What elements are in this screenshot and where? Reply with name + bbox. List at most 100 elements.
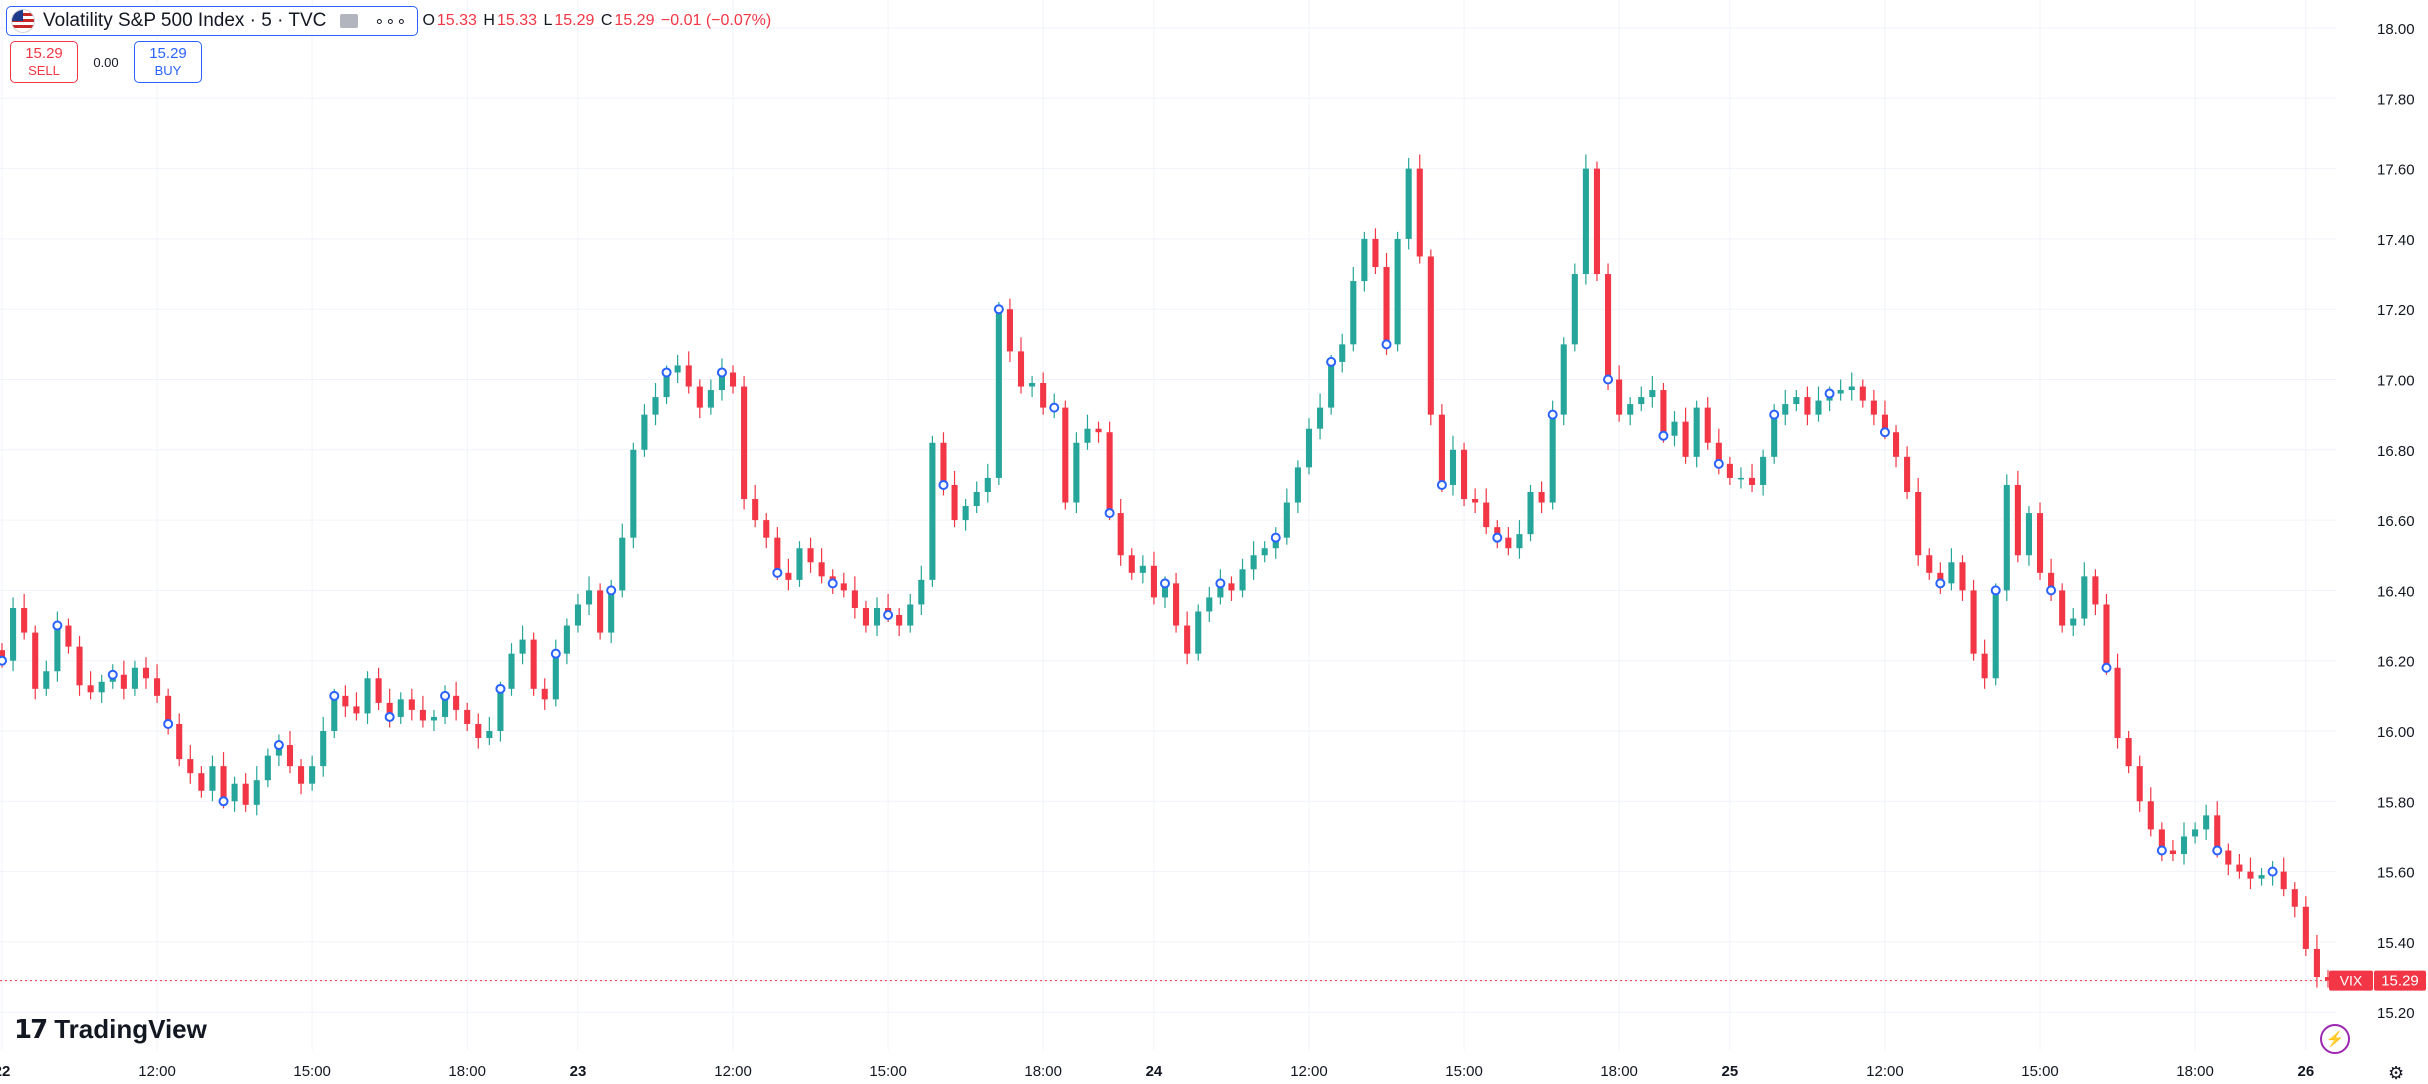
candle-body — [1959, 562, 1966, 591]
candle-body — [1693, 407, 1700, 457]
more-icon[interactable]: ∘∘∘ — [374, 13, 408, 30]
candle-body — [1926, 555, 1933, 573]
gear-icon[interactable]: ⚙ — [2388, 1063, 2405, 1083]
event-marker[interactable] — [2267, 866, 2278, 877]
candle-body — [2280, 871, 2287, 890]
event-marker[interactable] — [883, 610, 894, 621]
candle-body — [10, 607, 17, 661]
event-marker[interactable] — [1990, 585, 2001, 596]
buy-button[interactable]: 15.29 BUY — [134, 41, 202, 83]
event-marker[interactable] — [1270, 532, 1281, 543]
candle-body — [707, 390, 714, 408]
event-marker[interactable] — [1935, 578, 1946, 589]
event-marker[interactable] — [1713, 458, 1724, 469]
event-marker[interactable] — [1436, 479, 1447, 490]
event-marker[interactable] — [52, 620, 63, 631]
event-marker[interactable] — [1769, 409, 1780, 420]
candle-body — [54, 625, 61, 672]
candle-body — [264, 755, 271, 781]
candle-body — [785, 572, 792, 580]
event-marker[interactable] — [1824, 388, 1835, 399]
candle-body — [2258, 875, 2265, 879]
event-marker[interactable] — [1603, 374, 1614, 385]
event-marker[interactable] — [1547, 409, 1558, 420]
candle-body — [1150, 565, 1157, 598]
event-marker[interactable] — [1326, 356, 1337, 367]
candle-body — [2114, 667, 2121, 739]
candle-body — [220, 766, 227, 802]
tradingview-logo[interactable]: 17 TradingView — [14, 1014, 207, 1045]
candle-body — [2125, 738, 2132, 767]
event-marker[interactable] — [827, 578, 838, 589]
event-marker[interactable] — [2156, 845, 2167, 856]
event-marker[interactable] — [606, 585, 617, 596]
candle-body — [1438, 414, 1445, 485]
candle-body — [1948, 562, 1955, 584]
candle-body — [2192, 829, 2199, 837]
candle-body — [508, 653, 515, 689]
candle-body — [1073, 442, 1080, 503]
candle-body — [1128, 555, 1135, 573]
candle-body — [641, 414, 648, 450]
event-marker[interactable] — [107, 669, 118, 680]
x-tick-label: 15:00 — [869, 1063, 907, 1080]
event-marker[interactable] — [218, 796, 229, 807]
candle-body — [242, 783, 249, 805]
price-axis[interactable]: 18.00 17.80 17.60 17.40 17.20 17.00 16.80 16.60… — [2377, 21, 2415, 1022]
candle-body — [1106, 432, 1113, 514]
candle-body — [2070, 618, 2077, 626]
logo-text: TradingView — [54, 1014, 207, 1044]
event-marker[interactable] — [1049, 402, 1060, 413]
event-marker[interactable] — [716, 367, 727, 378]
candle-body — [1771, 414, 1778, 457]
x-tick-label: 18:00 — [1024, 1063, 1062, 1080]
event-marker[interactable] — [1160, 578, 1170, 589]
sell-button[interactable]: 15.29 SELL — [10, 41, 78, 83]
event-marker[interactable] — [440, 690, 451, 701]
event-marker[interactable] — [2212, 845, 2223, 856]
symbol-selector[interactable]: Volatility S&P 500 Index · 5 · TVC ∘∘∘ — [6, 6, 419, 36]
x-tick-label: 12:00 — [1290, 1063, 1328, 1080]
event-marker[interactable] — [1879, 427, 1890, 438]
eye-icon[interactable] — [340, 14, 359, 28]
y-tick-label: 17.00 — [2377, 373, 2415, 390]
candle-body — [486, 731, 493, 739]
event-marker[interactable] — [550, 648, 561, 659]
close-label: C — [600, 12, 613, 29]
event-marker[interactable] — [661, 367, 672, 378]
event-marker[interactable] — [1658, 430, 1669, 441]
y-tick-label: 16.00 — [2377, 724, 2415, 741]
candle-body — [741, 386, 748, 500]
candle-body — [364, 678, 371, 714]
event-marker[interactable] — [2101, 662, 2112, 673]
candle-body — [187, 759, 194, 774]
candle-body — [1638, 397, 1645, 405]
event-marker[interactable] — [273, 740, 284, 751]
candle-body — [663, 372, 670, 398]
event-marker[interactable] — [772, 567, 783, 578]
candle-body — [1139, 565, 1146, 573]
flash-icon[interactable]: ⚡ — [2320, 1024, 2350, 1054]
time-axis[interactable]: 22 12:00 15:00 18:00 23 12:00 15:00 18:00 24 12:0… — [0, 1063, 2428, 1080]
candle-body — [1671, 421, 1678, 436]
event-marker[interactable] — [1381, 339, 1392, 350]
candle-body — [984, 477, 991, 492]
event-marker[interactable] — [163, 718, 174, 729]
event-marker[interactable] — [993, 304, 1004, 315]
event-marker[interactable] — [384, 711, 395, 722]
event-marker[interactable] — [1104, 508, 1115, 519]
event-marker[interactable] — [495, 683, 506, 694]
event-marker[interactable] — [1215, 578, 1226, 589]
event-marker[interactable] — [0, 655, 7, 666]
candle-body — [2014, 484, 2021, 556]
candle-body — [1549, 414, 1556, 503]
candle-body — [1372, 238, 1379, 268]
candle-body — [1084, 428, 1091, 443]
candle-body — [2036, 513, 2044, 573]
event-marker[interactable] — [1492, 532, 1503, 543]
event-marker[interactable] — [329, 690, 340, 701]
candle-body — [840, 583, 847, 591]
event-marker[interactable] — [938, 479, 949, 490]
event-marker[interactable] — [2046, 585, 2057, 596]
